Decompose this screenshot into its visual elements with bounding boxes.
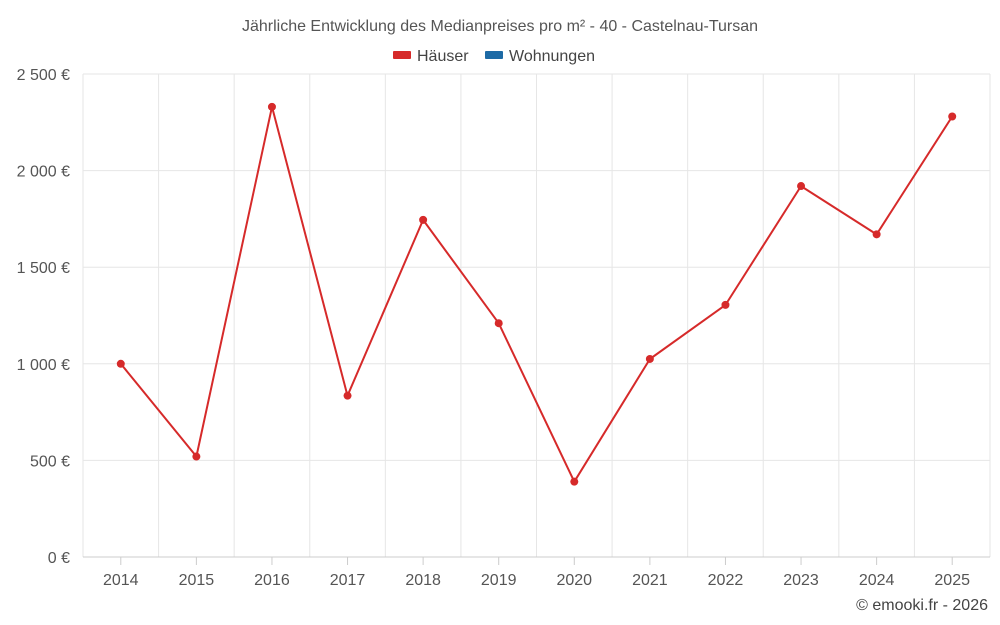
- y-tick-label: 2 000 €: [17, 164, 70, 181]
- y-tick-label: 1 500 €: [17, 260, 70, 277]
- data-point[interactable]: [116, 359, 125, 368]
- legend-label-haeuser: Häuser: [417, 48, 469, 65]
- axes: 0 € 500 € 1 000 € 1 500 € 2 000 € 2 500 € 2014…: [17, 67, 990, 589]
- data-point[interactable]: [494, 319, 503, 328]
- y-tick-label: 2 500 €: [17, 67, 70, 84]
- credit-text: © emooki.fr - 2026: [856, 597, 988, 614]
- data-point[interactable]: [192, 452, 201, 461]
- data-point[interactable]: [721, 300, 730, 309]
- data-point[interactable]: [872, 230, 881, 239]
- y-tick-label: 1 000 €: [17, 357, 70, 374]
- data-point[interactable]: [267, 102, 276, 111]
- data-point[interactable]: [343, 391, 352, 400]
- chart-title: Jährliche Entwicklung des Medianpreises …: [242, 18, 758, 35]
- series-line-0: [120, 105, 954, 483]
- x-tick-label: 2022: [708, 572, 744, 589]
- legend-item-haeuser[interactable]: Häuser: [393, 48, 469, 65]
- x-tick-label: 2023: [783, 572, 819, 589]
- x-tick-label: 2018: [405, 572, 441, 589]
- data-point[interactable]: [570, 477, 579, 486]
- data-point[interactable]: [948, 112, 957, 121]
- legend-label-wohnungen: Wohnungen: [509, 48, 595, 65]
- y-tick-label: 500 €: [30, 453, 70, 470]
- grid: [82, 73, 991, 557]
- legend-swatch-wohnungen: [485, 51, 503, 59]
- legend: Häuser Wohnungen: [393, 48, 595, 65]
- y-tick-label: 0 €: [48, 550, 70, 567]
- data-point[interactable]: [645, 354, 654, 363]
- x-tick-label: 2021: [632, 572, 668, 589]
- legend-swatch-haeuser: [393, 51, 411, 59]
- legend-item-wohnungen[interactable]: Wohnungen: [485, 48, 595, 65]
- data-point[interactable]: [419, 215, 428, 224]
- x-tick-label: 2019: [481, 572, 517, 589]
- x-tick-label: 2015: [179, 572, 215, 589]
- series-haeuser: [116, 102, 957, 486]
- x-tick-label: 2024: [859, 572, 895, 589]
- x-tick-label: 2016: [254, 572, 290, 589]
- x-tick-label: 2017: [330, 572, 366, 589]
- data-point[interactable]: [797, 182, 806, 191]
- x-tick-label: 2025: [934, 572, 970, 589]
- x-tick-label: 2020: [556, 572, 592, 589]
- x-tick-label: 2014: [103, 572, 139, 589]
